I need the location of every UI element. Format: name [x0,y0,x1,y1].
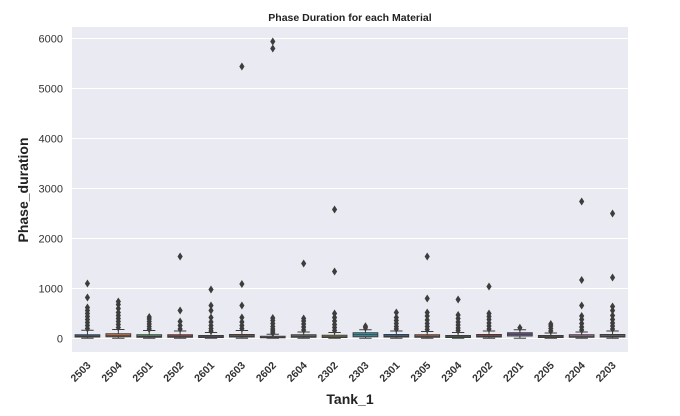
outlier-point [208,318,214,326]
x-tick-label: 2203 [594,360,619,385]
outlier-point [424,252,430,261]
x-tick-label: 2604 [285,360,310,385]
x-tick-label: 2302 [316,360,341,385]
y-tick-label: 2000 [39,234,63,246]
box-2204 [568,197,595,339]
outlier-point [393,308,399,317]
x-tick-label: 2201 [501,360,526,385]
gridlines [72,38,628,339]
box-2502 [167,252,193,339]
x-tick-label: 2303 [347,360,372,385]
box-2501 [136,313,163,339]
box-2303 [352,322,379,339]
y-tick-label: 0 [57,334,63,346]
outlier-point [548,320,554,328]
y-axis-label: Phase_duration [15,137,31,242]
box-2301 [383,308,410,339]
box-2503 [74,279,101,339]
y-tick-label: 4000 [39,134,63,146]
outlier-point [270,37,276,46]
x-tick-label: 2301 [377,360,402,385]
outlier-point [208,285,214,294]
outlier-point [177,306,183,315]
box-2601 [198,285,224,339]
outlier-point [301,314,307,323]
outlier-point [331,309,338,318]
outlier-point [331,205,338,214]
outlier-point [609,302,616,311]
box-2302 [321,205,348,339]
outlier-point [362,322,369,331]
outlier-point [208,313,214,322]
outlier-point [455,295,461,304]
outlier-point [424,294,430,303]
x-tick-label: 2205 [532,360,557,385]
x-tick-label: 2603 [223,360,248,385]
x-tick-labels: 2503 2504 2501 2502 2601 2603 2602 2604 2302 2303… [69,360,619,385]
outlier-point [609,209,616,218]
outlier-point [424,308,430,317]
x-tick-label: 2503 [69,360,94,385]
x-tick-label: 2601 [192,360,217,385]
outlier-point [115,297,121,306]
plot-area [72,27,628,352]
x-tick-label: 2305 [408,360,433,385]
chart-title: Phase Duration for each Material [268,12,431,24]
outlier-point [609,311,616,320]
outlier-point [331,267,338,276]
box-2201 [507,323,533,339]
x-tick-label: 2501 [130,360,155,385]
box-2304 [445,295,471,339]
outlier-point [239,280,245,288]
outlier-point [270,44,276,53]
box-2603 [229,62,255,339]
outlier-point [270,314,276,322]
outlier-point [579,197,585,206]
outlier-point [208,306,214,315]
outlier-point [84,293,91,302]
box-2504 [105,297,132,339]
y-tick-label: 3000 [39,184,63,196]
outlier-point [84,279,91,288]
outlier-point [486,309,492,318]
box-2305 [414,252,441,339]
outlier-point [579,276,585,284]
outlier-point [239,62,245,71]
y-tick-labels: 0 1000 2000 3000 4000 5000 6000 [39,34,63,346]
outlier-point [177,252,183,261]
outlier-point [486,282,492,291]
x-tick-label: 2504 [99,360,124,385]
box-2604 [290,259,317,339]
outlier-point [301,259,307,268]
outlier-point [239,318,245,326]
box-2205 [537,320,564,339]
x-tick-label: 2602 [254,360,279,385]
outlier-point [239,301,245,310]
x-tick-label: 2204 [563,360,588,385]
x-tick-label: 2304 [439,360,464,385]
outlier-point [579,301,585,310]
x-axis-label: Tank_1 [326,391,373,407]
y-tick-label: 6000 [39,34,63,46]
box-2202 [476,282,502,339]
y-tick-label: 5000 [39,84,63,96]
box-2602 [259,37,286,339]
outlier-point [239,313,245,322]
outlier-point [84,303,91,312]
outlier-point [177,317,183,326]
outlier-point [393,313,399,322]
outlier-point [208,301,214,310]
box-series [74,37,626,339]
x-tick-label: 2202 [470,360,495,385]
outlier-point [609,273,616,282]
y-tick-label: 1000 [39,284,63,296]
x-tick-label: 2502 [161,360,186,385]
outlier-point [517,323,523,332]
box-2203 [599,209,626,339]
outlier-point [579,312,585,320]
outlier-point [146,313,152,321]
outlier-point [455,311,461,319]
